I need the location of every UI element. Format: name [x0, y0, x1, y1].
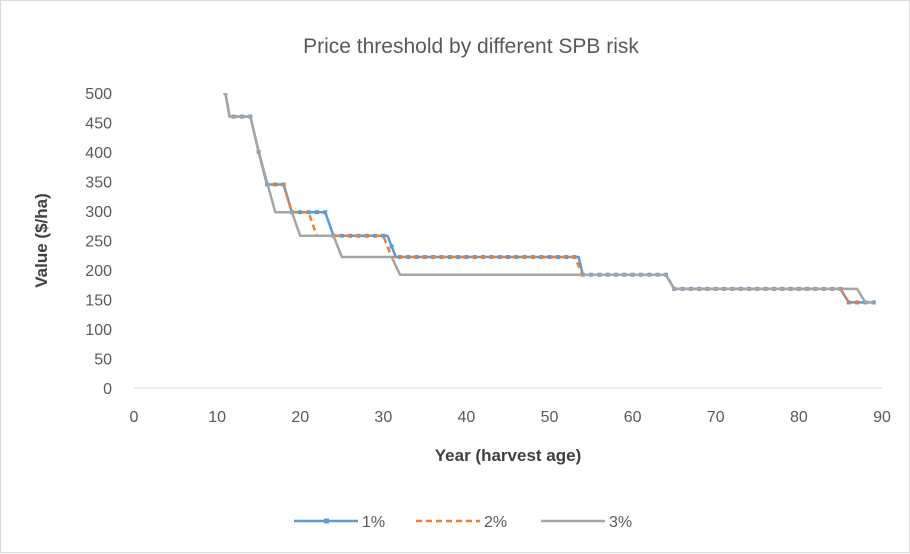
- series-line: [224, 93, 874, 304]
- y-tick-label: 150: [85, 293, 112, 310]
- series-marker: [547, 255, 552, 260]
- series-marker: [381, 233, 386, 238]
- legend-label: 1%: [362, 514, 385, 531]
- y-tick-label: 100: [85, 322, 112, 339]
- x-tick-label: 20: [291, 409, 309, 426]
- series-1: [224, 93, 874, 304]
- y-tick-label: 400: [85, 145, 112, 162]
- series-marker: [298, 210, 303, 215]
- y-tick-label: 300: [85, 204, 112, 221]
- x-tick-label: 0: [130, 409, 139, 426]
- series-marker: [456, 255, 461, 260]
- series-line: [224, 93, 874, 304]
- series-marker: [414, 255, 419, 260]
- series-marker: [339, 233, 344, 238]
- series-2: [224, 93, 874, 304]
- y-axis-label: Value ($/ha): [32, 193, 51, 287]
- y-tick-label: 200: [85, 263, 112, 280]
- series-marker: [406, 255, 411, 260]
- legend-label: 2%: [484, 514, 507, 531]
- series-marker: [323, 210, 328, 215]
- y-tick-label: 350: [85, 175, 112, 192]
- series-marker: [306, 210, 311, 215]
- series-marker: [397, 255, 402, 260]
- y-tick-label: 50: [94, 352, 112, 369]
- chart-title: Price threshold by different SPB risk: [303, 35, 639, 58]
- x-tick-label: 10: [208, 409, 226, 426]
- legend-marker: [324, 518, 329, 524]
- series-0: [223, 93, 876, 305]
- y-tick-label: 500: [85, 86, 112, 103]
- series-marker: [555, 255, 560, 260]
- series-marker: [497, 255, 502, 260]
- y-tick-label: 0: [103, 381, 112, 398]
- x-tick-label: 50: [541, 409, 559, 426]
- x-tick-label: 40: [458, 409, 476, 426]
- y-axis-ticks: 0 50 100 150 200 250 300 350 400 450 500: [85, 86, 112, 398]
- series-marker: [447, 255, 452, 260]
- x-tick-label: 80: [790, 409, 808, 426]
- series-line: [224, 93, 874, 304]
- x-tick-label: 60: [624, 409, 642, 426]
- x-axis-label: Year (harvest age): [435, 446, 581, 465]
- x-tick-label: 70: [707, 409, 725, 426]
- y-tick-label: 250: [85, 234, 112, 251]
- x-axis-ticks: 0 10 20 30 40 50 60 70 80 90: [130, 409, 891, 426]
- legend-label: 3%: [609, 514, 632, 531]
- y-tick-label: 450: [85, 116, 112, 133]
- legend: 1% 2% 3%: [294, 514, 632, 531]
- x-tick-label: 90: [873, 409, 891, 426]
- series-marker: [314, 210, 319, 215]
- series-marker: [506, 255, 510, 260]
- x-tick-label: 30: [374, 409, 392, 426]
- series-layer: [223, 93, 876, 305]
- series-marker: [389, 244, 394, 249]
